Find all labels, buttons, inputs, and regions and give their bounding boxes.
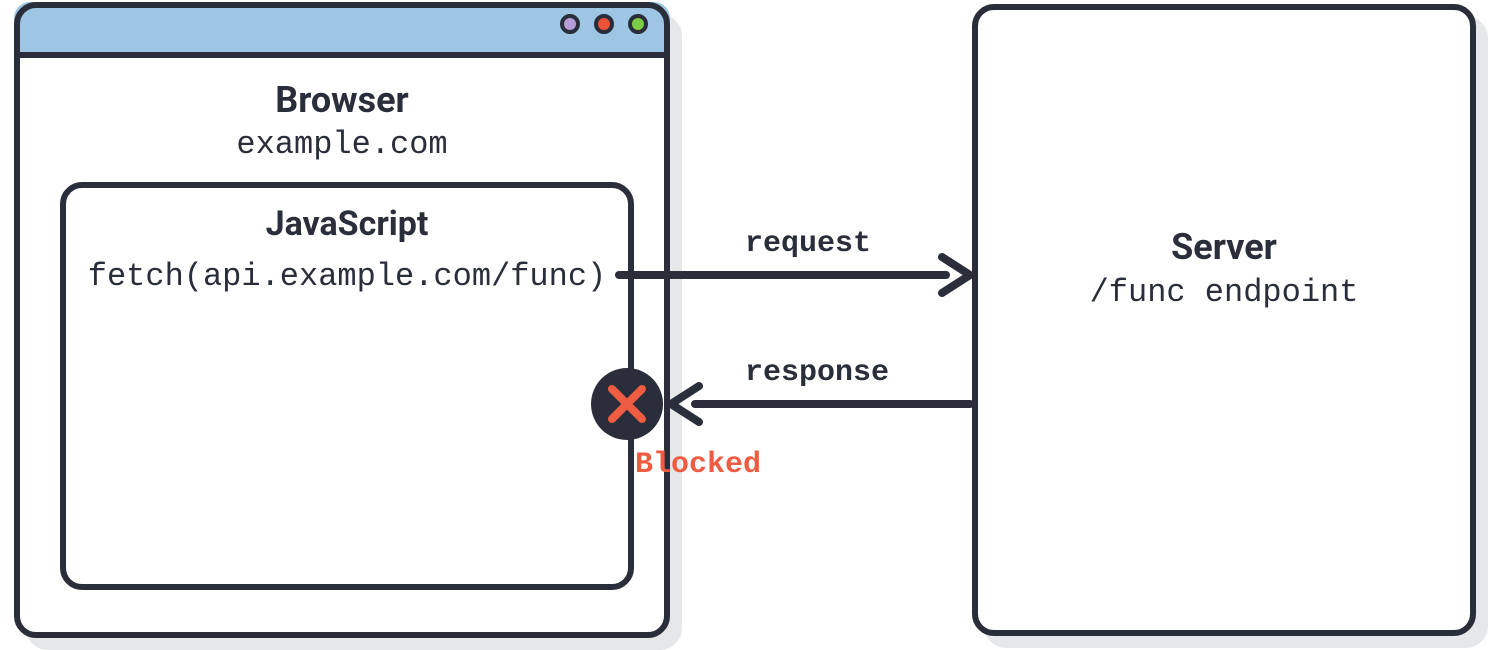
window-dot-2 bbox=[594, 14, 614, 34]
browser-domain: example.com bbox=[20, 123, 664, 166]
javascript-title: JavaScript bbox=[66, 204, 628, 244]
browser-window: Browser example.com JavaScript fetch(api… bbox=[14, 2, 670, 638]
server-title: Server bbox=[972, 224, 1476, 271]
request-label: request bbox=[745, 227, 871, 261]
window-dot-3 bbox=[628, 14, 648, 34]
javascript-code: fetch(api.example.com/func) bbox=[66, 258, 628, 295]
browser-titlebar bbox=[14, 2, 670, 58]
response-arrow bbox=[671, 386, 970, 422]
browser-body: Browser example.com JavaScript fetch(api… bbox=[20, 58, 664, 632]
browser-title: Browser bbox=[20, 78, 664, 123]
javascript-box: JavaScript fetch(api.example.com/func) bbox=[60, 182, 634, 590]
response-label: response bbox=[745, 356, 889, 390]
blocked-label: Blocked bbox=[635, 448, 761, 482]
window-dot-1 bbox=[560, 14, 580, 34]
server-box: Server /func endpoint bbox=[972, 4, 1476, 636]
diagram-stage: Browser example.com JavaScript fetch(api… bbox=[0, 0, 1500, 648]
server-endpoint: /func endpoint bbox=[972, 271, 1476, 314]
